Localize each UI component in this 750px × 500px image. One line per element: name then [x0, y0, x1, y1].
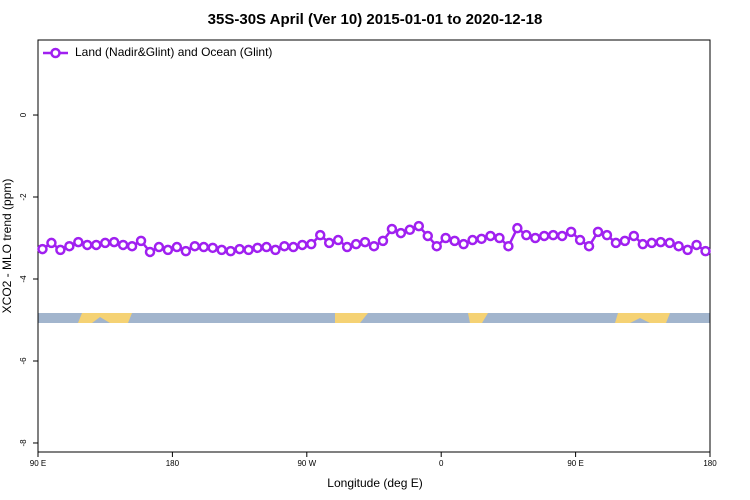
y-axis-label: XCO2 - MLO trend (ppm): [0, 179, 14, 314]
data-point: [646, 237, 658, 249]
data-point: [117, 239, 129, 251]
data-point: [261, 241, 272, 253]
x-tick-label: 180: [166, 459, 180, 468]
data-point: [440, 232, 451, 244]
data-point: [279, 240, 290, 252]
x-tick-label: 90 E: [30, 459, 46, 468]
data-point: [637, 238, 649, 250]
y-tick-label: -2: [19, 193, 28, 201]
data-point: [270, 244, 281, 256]
data-point: [46, 237, 57, 249]
data-point: [682, 244, 693, 256]
data-point: [413, 220, 425, 232]
x-tick-label: 90 W: [297, 459, 316, 468]
data-point: [207, 242, 218, 254]
data-point: [458, 238, 469, 250]
x-tick-label: 90 E: [567, 459, 583, 468]
data-point: [610, 237, 622, 249]
chart-title: 35S-30S April (Ver 10) 2015-01-01 to 202…: [208, 11, 543, 28]
data-point: [73, 236, 84, 248]
data-point: [530, 232, 541, 244]
data-point: [288, 241, 299, 253]
legend-marker: [50, 47, 61, 59]
y-tick-label: -4: [19, 275, 28, 283]
data-point: [341, 241, 353, 253]
y-tick-label: -8: [19, 439, 28, 447]
data-point: [476, 233, 487, 245]
data-point: [395, 227, 407, 239]
data-point: [359, 236, 371, 248]
data-point: [664, 237, 675, 249]
data-point: [691, 239, 702, 251]
data-point: [619, 235, 631, 247]
data-point: [512, 222, 523, 234]
data-point: [547, 229, 559, 241]
data-point: [171, 241, 183, 253]
data-point: [565, 226, 577, 238]
data-point: [252, 242, 263, 254]
data-point: [198, 241, 210, 253]
data-point: [55, 244, 66, 256]
data-point: [404, 224, 416, 236]
data-point: [82, 239, 93, 251]
data-point: [234, 243, 245, 255]
data-point: [556, 230, 568, 242]
data-point: [180, 245, 192, 257]
data-point: [243, 244, 254, 256]
data-point: [377, 235, 389, 247]
data-point: [153, 241, 165, 253]
data-point: [494, 232, 505, 244]
data-point: [162, 244, 174, 256]
data-point: [673, 240, 684, 252]
plot-frame: [37, 39, 711, 453]
data-point: [323, 237, 335, 249]
data-point: [386, 223, 398, 235]
data-point: [297, 239, 308, 251]
data-point: [90, 239, 102, 251]
data-point: [350, 238, 362, 250]
x-tick-label: 0: [439, 459, 444, 468]
data-point: [503, 240, 514, 252]
data-point: [583, 240, 595, 252]
data-point: [449, 235, 460, 247]
data-point: [592, 226, 604, 238]
data-point: [216, 244, 227, 256]
data-point: [144, 246, 156, 258]
data-point: [655, 236, 666, 248]
legend-label: Land (Nadir&Glint) and Ocean (Glint): [75, 45, 272, 59]
data-point: [314, 229, 326, 241]
data-point: [700, 245, 711, 257]
data-point: [368, 240, 380, 252]
data-point: [126, 240, 138, 252]
data-point: [574, 234, 586, 246]
data-point: [37, 243, 48, 255]
data-point: [189, 240, 201, 252]
y-tick-label: -6: [19, 357, 28, 365]
x-axis-label: Longitude (deg E): [327, 476, 422, 490]
data-point: [64, 240, 75, 252]
data-point: [422, 230, 434, 242]
data-point: [306, 238, 317, 250]
data-point: [601, 229, 613, 241]
data-point: [99, 237, 111, 249]
data-point: [467, 234, 478, 246]
y-tick-label: 0: [19, 112, 28, 117]
data-point: [431, 240, 442, 252]
data-point: [225, 245, 236, 257]
x-tick-label: 180: [703, 459, 717, 468]
data-point: [108, 236, 120, 248]
data-point: [485, 230, 496, 242]
data-point: [628, 230, 640, 242]
land-ocean-strip: [38, 313, 710, 323]
data-point: [538, 230, 550, 242]
data-point: [135, 235, 147, 247]
data-point: [521, 229, 532, 241]
data-point: [332, 234, 344, 246]
